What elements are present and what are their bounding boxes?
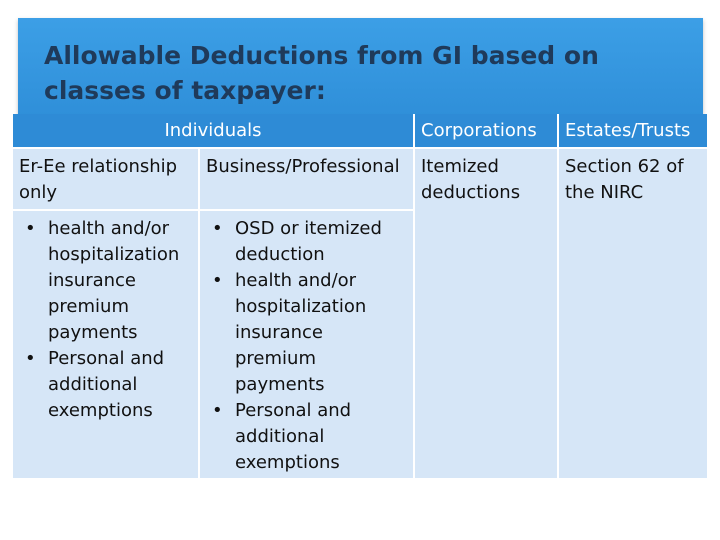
row-divider (13, 147, 707, 149)
cell-itemized: Itemized deductions (415, 149, 557, 209)
cell-estates-empty (559, 211, 707, 478)
bullet-icon: • (25, 348, 36, 369)
cell-business: Business/Professional (200, 149, 413, 209)
cell-er-ee: Er-Ee relationship only (13, 149, 198, 209)
header-corporations: Corporations (415, 114, 557, 147)
list-item: • health and/or hospitalization insurance… (206, 268, 407, 398)
cell-corporations-empty (415, 211, 557, 478)
cell-individual-er-ee-items: • health and/or hospitalization insurance… (13, 211, 198, 478)
row-divider (13, 209, 413, 211)
list-item: • Personal and additional exemptions (19, 346, 192, 424)
bullet-icon: • (212, 270, 223, 291)
list-item: • health and/or hospitalization insurance… (19, 216, 192, 346)
deductions-table: Individuals Corporations Estates/Trusts … (13, 114, 707, 478)
list-item-text: health and/or hospitalization insurance … (235, 270, 367, 395)
cell-section62: Section 62 of the NIRC (559, 149, 707, 209)
list-item-text: Personal and additional exemptions (235, 400, 352, 473)
col-divider (413, 114, 415, 478)
list-item-text: health and/or hospitalization insurance … (48, 218, 180, 343)
cell-er-ee-text: Er-Ee relationship only (19, 156, 178, 203)
cell-business-items: • OSD or itemized deduction • health and/o… (200, 211, 413, 478)
header-corporations-label: Corporations (421, 120, 537, 141)
list-item-text: OSD or itemized deduction (235, 218, 382, 265)
cell-itemized-text: Itemized deductions (421, 156, 521, 203)
cell-section62-text: Section 62 of the NIRC (565, 156, 684, 203)
slide-title: Allowable Deductions from GI based on cl… (44, 41, 599, 105)
list-item-text: Personal and additional exemptions (48, 348, 165, 421)
col-divider (198, 149, 200, 478)
list-item: • Personal and additional exemptions (206, 398, 407, 476)
header-estates: Estates/Trusts (559, 114, 707, 147)
col-divider (557, 114, 559, 478)
list-business: • OSD or itemized deduction • health and/o… (206, 216, 407, 476)
bullet-icon: • (212, 400, 223, 421)
list-item: • OSD or itemized deduction (206, 216, 407, 268)
list-er-ee: • health and/or hospitalization insurance… (19, 216, 192, 424)
title-bar: Allowable Deductions from GI based on cl… (18, 18, 703, 116)
bullet-icon: • (212, 218, 223, 239)
bullet-icon: • (25, 218, 36, 239)
header-individuals-label: Individuals (164, 120, 262, 141)
cell-business-text: Business/Professional (206, 156, 400, 177)
header-individuals: Individuals (13, 114, 413, 147)
header-estates-label: Estates/Trusts (565, 120, 691, 141)
